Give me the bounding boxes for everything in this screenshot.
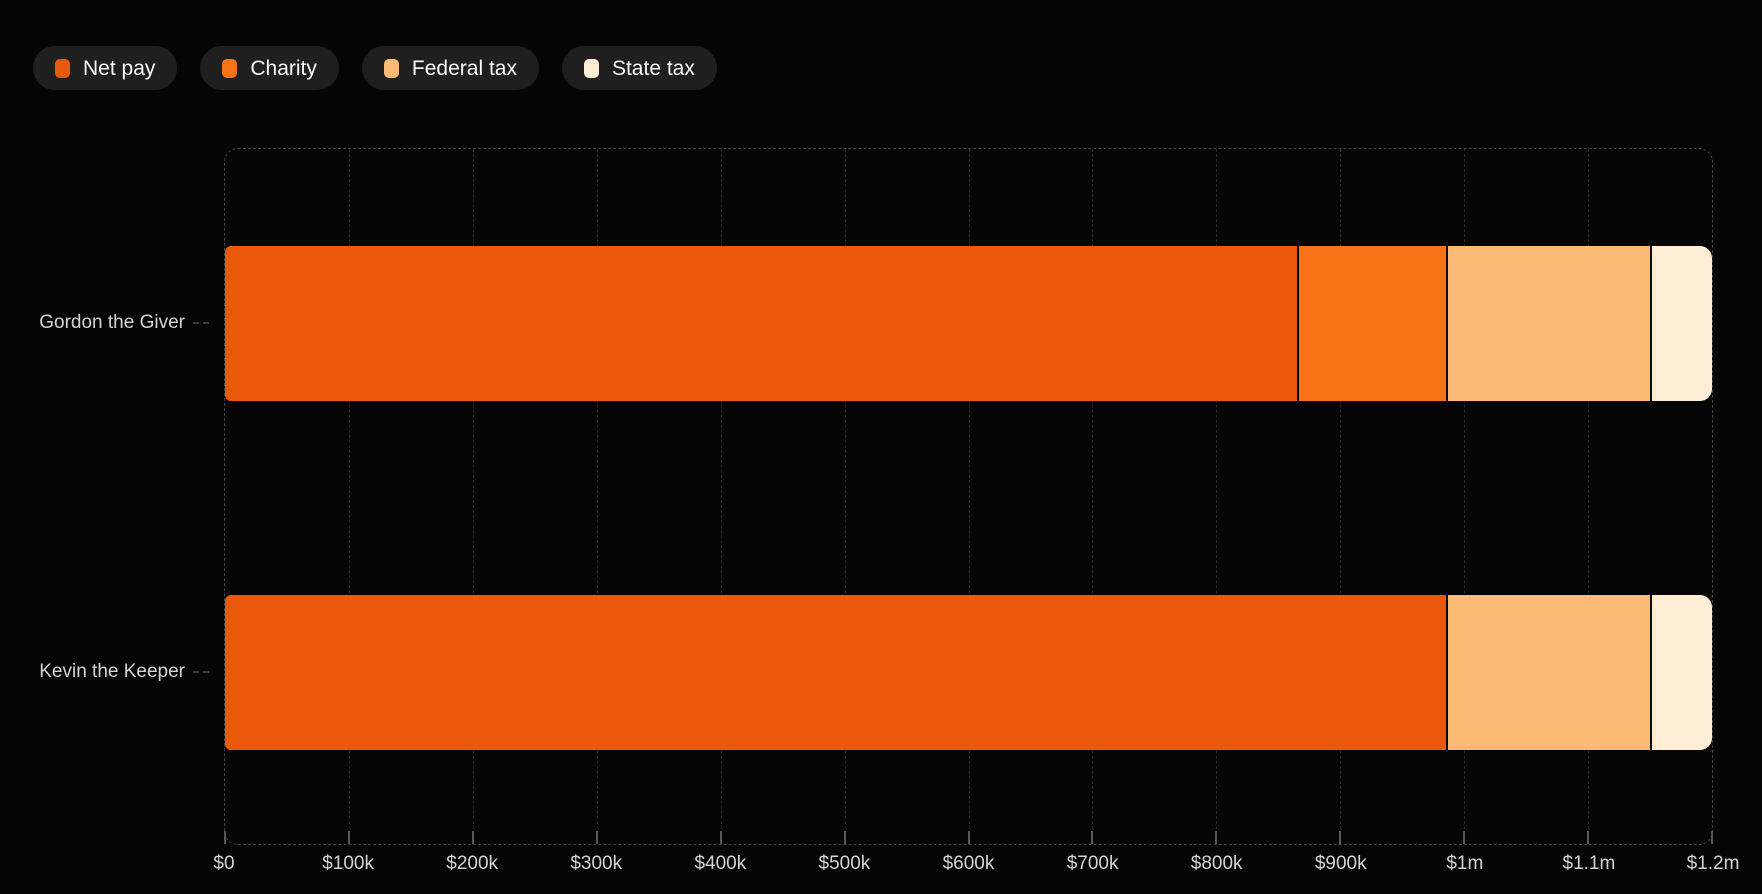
- grid-line: [1092, 149, 1094, 844]
- grid-line: [1340, 149, 1342, 844]
- legend-label: Federal tax: [411, 56, 517, 80]
- x-tick-label: $1.1m: [1562, 853, 1616, 874]
- axis-tick: [471, 831, 474, 844]
- bar-segment-net-pay[interactable]: [225, 595, 1446, 750]
- legend-label: State tax: [611, 56, 695, 80]
- chart-legend: Net pay Charity Federal tax State tax: [33, 46, 717, 90]
- axis-tick: [1711, 831, 1713, 844]
- grid-line: [1464, 149, 1466, 844]
- federal-tax-swatch-icon: [383, 58, 399, 78]
- bar-segment-federal-tax[interactable]: [1445, 246, 1651, 401]
- x-tick-label: $1.2m: [1686, 853, 1740, 874]
- legend-label: Net pay: [83, 56, 156, 80]
- axis-tick: [967, 831, 970, 844]
- y-axis-tick: [193, 670, 209, 673]
- legend-label: Charity: [250, 56, 317, 80]
- charity-swatch-icon: [222, 58, 238, 78]
- grid-line: [844, 149, 846, 844]
- axis-tick: [1091, 831, 1094, 844]
- category-label: Kevin the Keeper: [39, 660, 185, 682]
- bar-segment-federal-tax[interactable]: [1445, 595, 1651, 750]
- axis-tick: [843, 831, 846, 844]
- x-tick-label: $800k: [1190, 853, 1243, 874]
- axis-tick: [1339, 831, 1342, 844]
- y-axis-tick: [193, 321, 209, 324]
- state-tax-swatch-icon: [583, 58, 599, 78]
- category-label: Gordon the Giver: [39, 311, 185, 333]
- x-tick-label: $700k: [1066, 853, 1119, 874]
- x-tick-label: $1m: [1446, 853, 1484, 874]
- bar-row: [225, 246, 1712, 401]
- bar-segment-charity[interactable]: [1296, 246, 1446, 401]
- x-tick-label: $0: [213, 853, 235, 874]
- x-tick-label: $100k: [322, 853, 374, 874]
- grid-line: [968, 149, 970, 844]
- bar-segment-net-pay[interactable]: [225, 246, 1297, 401]
- grid-line: [472, 149, 474, 844]
- legend-item-state-tax[interactable]: State tax: [561, 46, 717, 90]
- x-tick-label: $500k: [818, 853, 871, 874]
- axis-tick: [347, 831, 350, 844]
- x-tick-label: $900k: [1314, 853, 1367, 874]
- grid-line: [1588, 149, 1590, 844]
- bar-row: [225, 595, 1712, 750]
- x-tick-label: $400k: [694, 853, 747, 874]
- bar-segment-state-tax[interactable]: [1650, 595, 1712, 750]
- axis-tick: [719, 831, 722, 844]
- axis-tick: [1215, 831, 1218, 844]
- grid-line: [720, 149, 722, 844]
- bar-segment-state-tax[interactable]: [1650, 246, 1712, 401]
- grid-line: [596, 149, 598, 844]
- axis-tick: [224, 831, 226, 844]
- axis-tick: [1587, 831, 1590, 844]
- plot-area: [224, 148, 1713, 845]
- grid-line: [348, 149, 350, 844]
- legend-item-net-pay[interactable]: Net pay: [33, 46, 178, 90]
- legend-item-federal-tax[interactable]: Federal tax: [361, 46, 539, 90]
- net-pay-swatch-icon: [55, 58, 70, 78]
- axis-tick: [1463, 831, 1466, 844]
- grid-line: [1216, 149, 1218, 844]
- x-tick-label: $300k: [570, 853, 623, 874]
- x-tick-label: $200k: [446, 853, 499, 874]
- legend-item-charity[interactable]: Charity: [200, 46, 339, 90]
- x-tick-label: $600k: [942, 853, 995, 874]
- axis-tick: [595, 831, 598, 844]
